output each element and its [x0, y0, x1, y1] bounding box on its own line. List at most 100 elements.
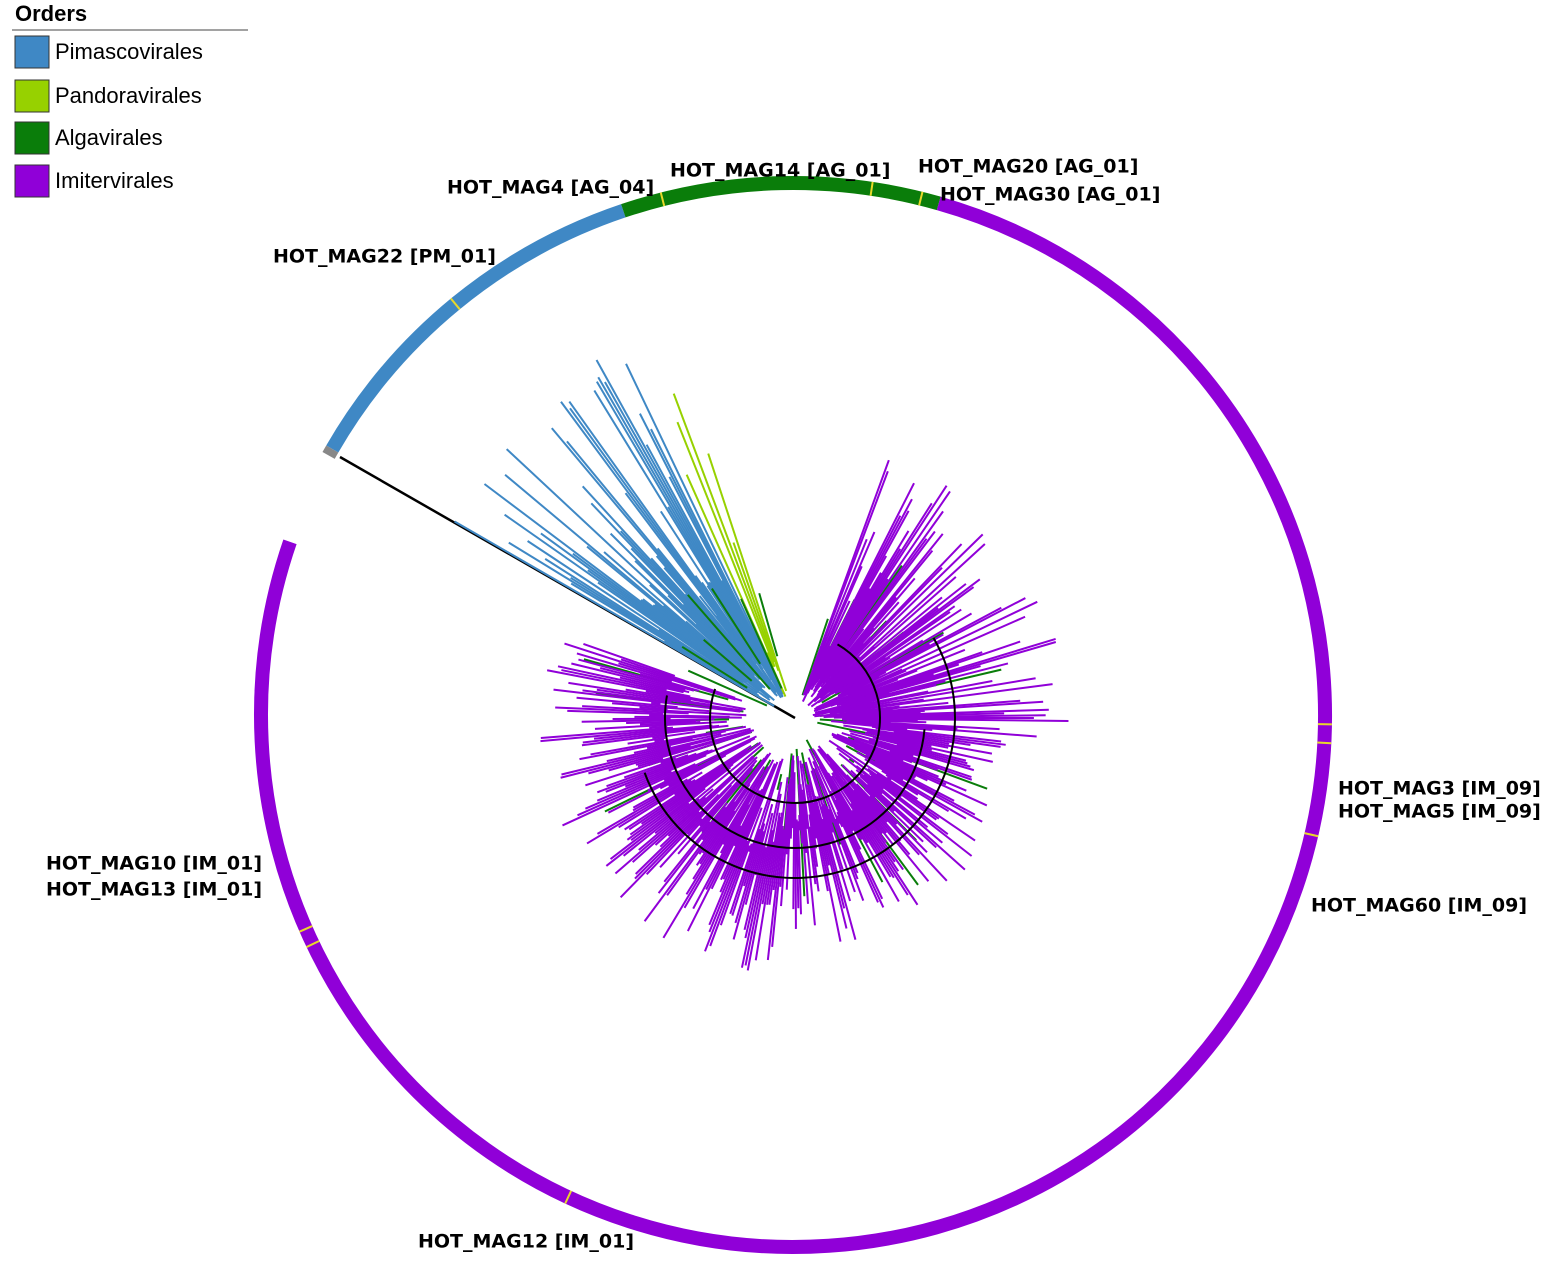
- branch: [707, 453, 788, 692]
- branch: [734, 823, 766, 924]
- ring-tick: [1317, 741, 1332, 745]
- branch: [639, 673, 700, 692]
- branch: [633, 732, 722, 754]
- branch: [867, 768, 940, 820]
- branch: [822, 803, 834, 833]
- branch: [631, 796, 707, 863]
- legend-label: Pimascovirales: [55, 39, 203, 64]
- leaf-label: HOT_MAG3 [IM_09]: [1338, 778, 1541, 800]
- branch: [766, 652, 775, 668]
- branch: [879, 735, 994, 763]
- branch: [585, 731, 752, 787]
- branch: [742, 758, 784, 887]
- branch: [606, 752, 697, 788]
- tree: [339, 359, 1069, 971]
- branch: [875, 727, 1006, 746]
- branch: [654, 744, 763, 835]
- branch: [810, 770, 844, 870]
- branch: [651, 701, 661, 705]
- branch: [831, 775, 909, 896]
- ring-tick: [1304, 832, 1319, 838]
- branch: [626, 719, 696, 725]
- branch: [540, 726, 674, 739]
- branch: [855, 769, 943, 844]
- leaf-label: HOT_MAG5 [IM_09]: [1338, 801, 1541, 823]
- branch: [868, 738, 975, 772]
- branch: [832, 735, 917, 778]
- leaf-label: HOT_MAG60 [IM_09]: [1311, 895, 1527, 917]
- branch: [813, 768, 859, 880]
- branch: [686, 825, 742, 932]
- branch: [854, 747, 916, 780]
- branch: [608, 729, 752, 772]
- branch: [505, 448, 751, 677]
- branch: [851, 809, 895, 879]
- branch: [625, 363, 783, 692]
- legend-title: Orders: [15, 1, 87, 26]
- branch: [849, 729, 933, 752]
- branch: [654, 738, 665, 743]
- branch: [771, 829, 785, 947]
- branch: [866, 783, 937, 849]
- ring-tick: [450, 297, 461, 310]
- branch: [772, 777, 789, 891]
- branch: [551, 427, 752, 667]
- branch: [705, 759, 775, 890]
- branch: [596, 749, 709, 794]
- branch: [622, 802, 690, 857]
- branch: [571, 662, 690, 694]
- branch: [870, 775, 949, 835]
- branch: [817, 748, 888, 844]
- branch: [540, 724, 713, 743]
- branch: [780, 778, 792, 907]
- legend-label: Imitervirales: [55, 168, 174, 193]
- branch: [660, 756, 677, 764]
- branch: [645, 690, 746, 711]
- branch: [743, 812, 774, 931]
- branch: [699, 810, 736, 865]
- branch: [639, 720, 701, 726]
- branch: [812, 802, 831, 876]
- branch: [561, 727, 751, 776]
- branch: [647, 764, 699, 792]
- branch: [619, 676, 684, 694]
- branch: [687, 594, 771, 690]
- branch: [744, 830, 774, 966]
- branch: [832, 771, 904, 871]
- branch: [594, 720, 727, 730]
- branch: [632, 780, 682, 809]
- branch: [546, 669, 713, 704]
- branch: [629, 741, 762, 836]
- branch: [632, 778, 688, 812]
- branch: [836, 811, 879, 903]
- branch: [826, 753, 888, 823]
- leaf-label: HOT_MAG12 [IM_01]: [418, 1231, 634, 1253]
- branch: [889, 750, 973, 781]
- branch: [649, 714, 730, 718]
- branch: [640, 599, 761, 692]
- branch: [848, 758, 855, 764]
- branch: [584, 770, 672, 810]
- branch: [744, 803, 774, 905]
- branch: [564, 642, 743, 702]
- branch: [801, 792, 816, 926]
- branch: [674, 745, 752, 796]
- branch: [827, 490, 951, 671]
- branch: [893, 730, 1001, 748]
- ring-tick: [869, 181, 874, 196]
- branch: [864, 758, 967, 820]
- branch: [850, 769, 895, 813]
- branch: [562, 763, 696, 827]
- branch: [638, 798, 700, 851]
- branch: [652, 731, 696, 740]
- branch: [733, 790, 762, 847]
- branch: [853, 742, 947, 786]
- branch: [583, 642, 676, 677]
- branch: [885, 774, 919, 796]
- branch: [785, 760, 794, 855]
- branch: [843, 780, 895, 846]
- legend-label: Pandoravirales: [55, 83, 202, 108]
- branch: [821, 818, 857, 940]
- leaf-label: HOT_MAG13 [IM_01]: [46, 879, 262, 901]
